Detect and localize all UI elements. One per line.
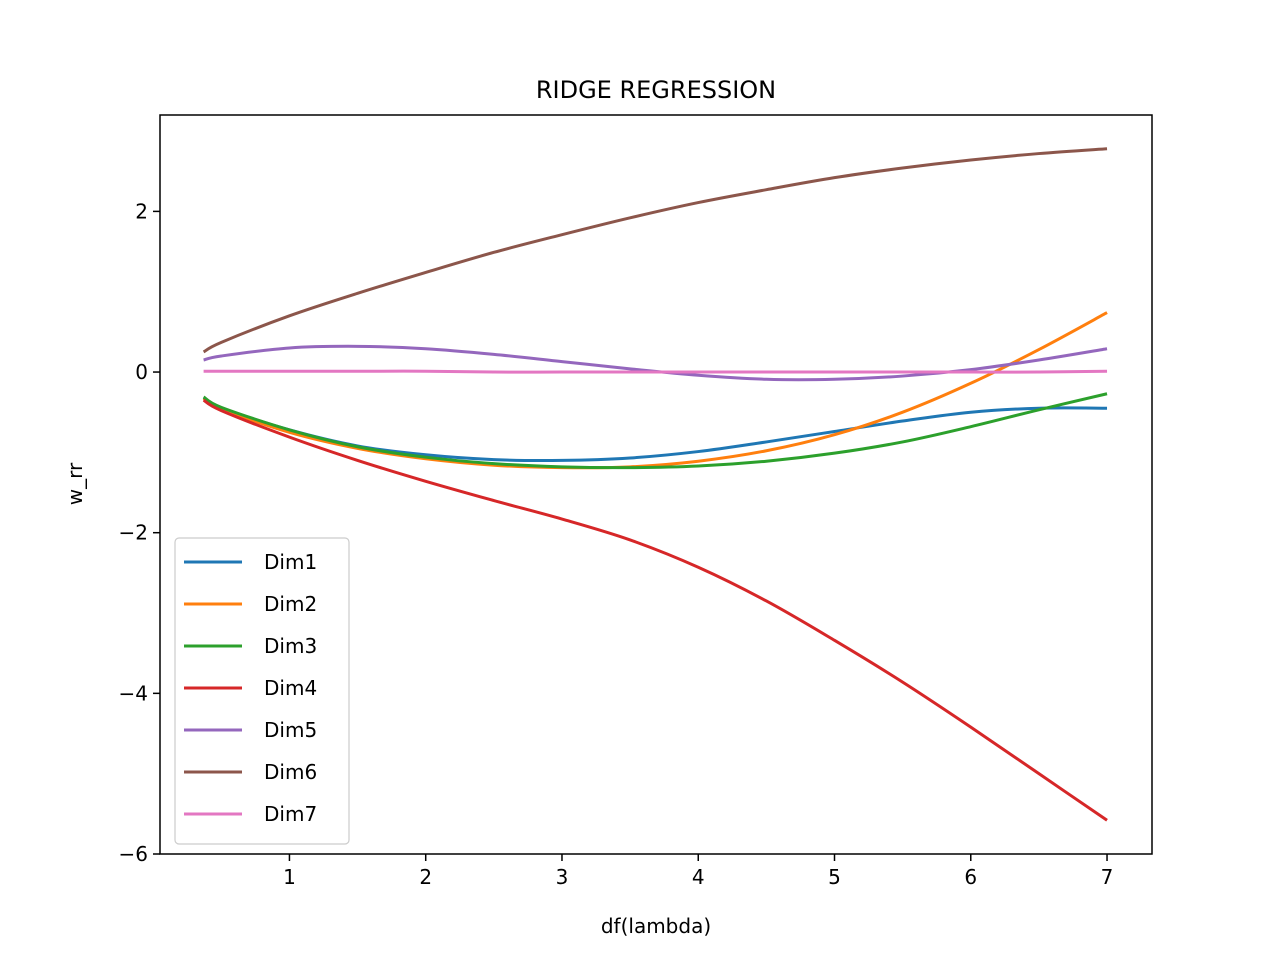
y-tick-label: −4 [119,681,148,705]
y-tick-label: 0 [135,360,148,384]
series-line-3 [202,392,1108,470]
legend-label: Dim2 [264,592,317,616]
x-tick-label: 4 [692,865,705,889]
x-tick-label: 2 [419,865,432,889]
series-layer [202,147,1108,822]
y-tick-label: −6 [119,842,148,866]
legend-label: Dim6 [264,760,317,784]
legend: Dim1 Dim2 Dim3 Dim4 Dim5 Dim6 Dim7 [174,537,350,845]
legend-label: Dim7 [264,802,317,826]
legend-label: Dim4 [264,676,317,700]
legend-box [174,537,350,845]
x-tick-label: 5 [828,865,841,889]
series-line-6 [202,147,1108,354]
series-line-7 [203,369,1108,374]
y-tick-label: 2 [135,199,148,223]
x-axis: 1 2 3 4 5 6 7 [283,854,1113,889]
y-tick-label: −2 [119,521,148,545]
y-axis: −6 −4 −2 0 2 [119,199,160,866]
x-tick-label: 1 [283,865,296,889]
x-axis-label: df(lambda) [601,914,711,938]
legend-label: Dim3 [264,634,317,658]
x-tick-label: 7 [1101,865,1114,889]
plot-frame [159,114,1153,855]
x-tick-label: 6 [964,865,977,889]
legend-label: Dim5 [264,718,317,742]
y-axis-label: w_rr [63,462,87,505]
x-tick-label: 3 [556,865,569,889]
legend-label: Dim1 [264,550,317,574]
chart-title: RIDGE REGRESSION [536,76,776,104]
series-line-5 [203,344,1108,382]
series-line-4 [202,398,1108,822]
series-line-2 [202,311,1108,470]
series-line-1 [202,396,1108,463]
